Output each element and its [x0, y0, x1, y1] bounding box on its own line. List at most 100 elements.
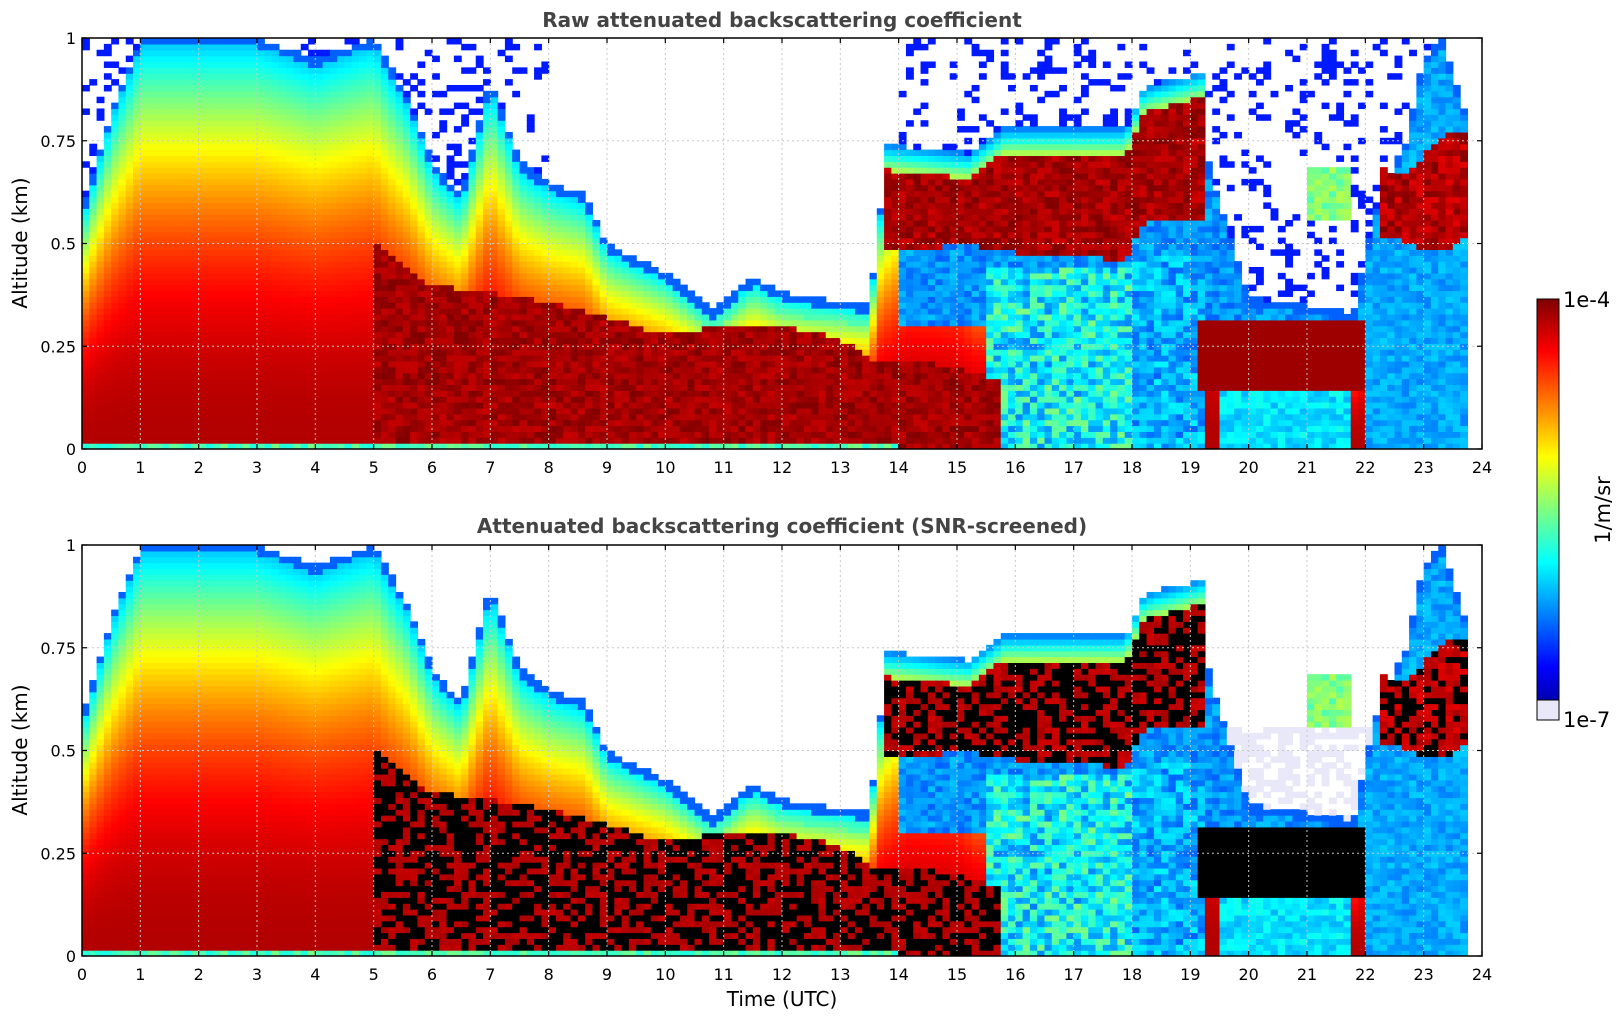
- heat-cell: [723, 396, 732, 403]
- heat-cell: [191, 278, 200, 286]
- heat-cell: [468, 372, 477, 380]
- heat-cell: [359, 272, 367, 280]
- heat-cell: [519, 167, 528, 174]
- heat-cell: [636, 313, 645, 321]
- heat-cell: [257, 67, 265, 74]
- heat-cell: [388, 114, 397, 121]
- heat-cell: [344, 173, 353, 180]
- heat-cell: [308, 413, 316, 421]
- heat-cell: [483, 325, 491, 333]
- heat-cell: [344, 249, 353, 256]
- heat-cell: [636, 284, 645, 292]
- heat-cell: [205, 49, 214, 57]
- heat-cell: [417, 360, 426, 368]
- heat-cell: [599, 360, 608, 368]
- heat-cell: [607, 407, 615, 415]
- heat-cell: [395, 155, 404, 162]
- heat-cell: [687, 372, 696, 380]
- heat-cell: [111, 102, 120, 110]
- heat-cell: [658, 360, 666, 368]
- heat-cell: [162, 343, 171, 350]
- heat-cell: [395, 378, 404, 386]
- heat-cell: [176, 96, 185, 104]
- heat-cell: [526, 366, 535, 374]
- heat-cell: [424, 196, 433, 203]
- heat-cell: [446, 214, 455, 221]
- heat-cell: [162, 266, 171, 274]
- heat-cell: [373, 67, 382, 74]
- heat-cell: [453, 126, 462, 133]
- heat-cell: [453, 407, 462, 415]
- heat-cell: [650, 431, 659, 438]
- heat-cell: [118, 266, 127, 274]
- heat-cell: [89, 313, 98, 321]
- heat-cell: [286, 296, 295, 303]
- heat-cell: [621, 343, 630, 350]
- heat-cell: [658, 343, 666, 350]
- heat-cell: [570, 331, 579, 339]
- heat-cell: [125, 425, 134, 432]
- heat-cell: [599, 349, 608, 356]
- heat-cell: [242, 413, 251, 421]
- heat-cell: [373, 202, 382, 209]
- heat-cell: [140, 143, 149, 151]
- heat-cell: [162, 278, 171, 286]
- heat-cell: [475, 143, 484, 151]
- heat-cell: [577, 425, 586, 432]
- heat-cell: [125, 120, 134, 127]
- heat-cell: [329, 120, 338, 127]
- heat-cell: [658, 313, 666, 321]
- heat-cell: [402, 360, 411, 368]
- heat-cell: [300, 261, 309, 268]
- heat-cell: [140, 360, 149, 368]
- heat-cell: [402, 143, 411, 151]
- heat-cell: [395, 161, 404, 168]
- heat-cell: [125, 278, 134, 286]
- heat-cell: [730, 425, 739, 432]
- heat-cell: [636, 349, 645, 356]
- heat-cell: [213, 302, 222, 309]
- heat-cell: [643, 396, 652, 403]
- heat-cell: [439, 390, 448, 397]
- heat-cell: [271, 131, 280, 139]
- heat-cell: [475, 149, 484, 157]
- heat-cell: [461, 308, 470, 315]
- heat-cell: [154, 120, 163, 127]
- heat-cell: [220, 84, 229, 92]
- heat-cell: [658, 431, 666, 438]
- heat-cell: [111, 126, 120, 133]
- heat-cell: [162, 220, 171, 227]
- heat-cell: [628, 360, 637, 368]
- heat-cell: [483, 349, 491, 356]
- heat-cell: [322, 49, 331, 57]
- heat-cell: [293, 90, 302, 98]
- heat-cell: [220, 131, 229, 139]
- heat-cell: [453, 202, 462, 209]
- heat-cell: [133, 325, 141, 333]
- heat-cell: [293, 425, 302, 432]
- heat-cell: [133, 90, 141, 98]
- heat-cell: [125, 272, 134, 280]
- heat-cell: [154, 355, 163, 362]
- heat-cell: [417, 319, 426, 327]
- heat-cell: [205, 190, 214, 198]
- heat-cell: [490, 108, 499, 115]
- heat-cell: [154, 308, 163, 315]
- heat-cell: [563, 337, 572, 344]
- heat-cell: [446, 360, 455, 368]
- heat-cell: [344, 190, 353, 198]
- heat-cell: [468, 355, 477, 362]
- heat-cell: [468, 431, 477, 438]
- heat-cell: [570, 290, 579, 297]
- heat-cell: [665, 296, 674, 303]
- heat-cell: [242, 290, 251, 297]
- heat-cell: [701, 419, 710, 427]
- heat-cell: [169, 266, 178, 274]
- heat-cell: [716, 437, 725, 444]
- heat-cell: [337, 302, 346, 309]
- heat-cell: [672, 343, 681, 350]
- heat-cell: [293, 261, 302, 268]
- heat-cell: [198, 38, 207, 45]
- heat-cell: [264, 337, 273, 344]
- heat-cell: [89, 378, 98, 386]
